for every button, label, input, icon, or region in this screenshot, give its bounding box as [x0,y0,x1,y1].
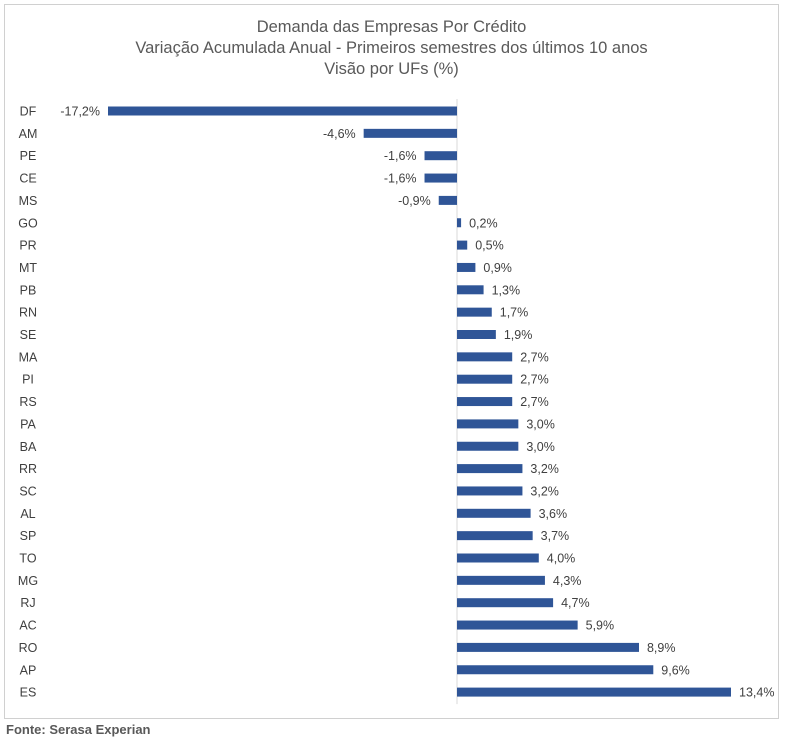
data-label: 8,9% [647,641,676,655]
category-label: PI [22,373,34,387]
bar-ma [457,352,513,362]
data-label: 13,4% [739,686,774,700]
bar-se [457,330,496,339]
bar-ms [438,195,457,205]
data-label: -17,2% [60,105,100,119]
data-label: 0,5% [475,239,504,253]
category-label: DF [20,105,37,119]
data-label: 4,0% [547,552,576,566]
bar-sc [457,486,523,496]
bar-es [457,687,731,697]
category-label: GO [18,216,38,230]
data-label: 2,7% [520,350,549,364]
category-label: AL [20,507,35,521]
chart-title: Demanda das Empresas Por Crédito [256,18,527,36]
source-note: Fonte: Serasa Experian [6,722,151,737]
data-label: -1,6% [384,172,417,186]
data-label: -4,6% [323,127,356,141]
bar-pb [457,285,484,295]
bar-ro [457,642,639,652]
bar-am [363,128,457,138]
data-label: 1,3% [492,283,520,297]
data-label: 3,2% [530,484,559,498]
bar-to [457,553,539,563]
category-label: AM [19,127,38,141]
data-label: -1,6% [384,149,417,163]
data-label: 4,7% [561,596,590,610]
category-label: RO [19,641,38,655]
category-label: TO [19,552,36,566]
data-label: 1,9% [504,328,532,342]
category-label: SP [20,529,37,543]
bar-go [457,218,462,228]
bar-rs [457,397,513,407]
category-label: RJ [20,596,35,610]
data-label: 2,7% [520,373,549,387]
bar-pr [457,240,468,250]
data-label: 0,9% [483,261,512,275]
category-label: RR [19,462,37,476]
bar-mg [457,575,545,585]
bar-ba [457,441,519,451]
data-label: 4,3% [553,574,582,588]
bar-pi [457,374,513,384]
data-label: 3,6% [539,507,568,521]
category-label: MS [19,194,38,208]
category-label: SE [20,328,37,342]
data-label: 3,0% [526,440,555,454]
bar-pa [457,419,519,429]
category-label: PR [19,239,36,253]
data-label: 5,9% [586,619,615,633]
bar-pe [424,151,457,161]
chart-frame [4,4,779,719]
bar-mt [457,262,476,272]
bars-layer: DF -17,2% AM -4,6% PE -1,6% CE -1,6% MS -0,9% GO 0,… [18,99,774,705]
category-label: MG [18,574,38,588]
category-label: BA [20,440,37,454]
data-label: 0,2% [469,216,498,230]
category-label: MT [19,261,37,275]
data-label: 9,6% [661,663,690,677]
data-label: 3,0% [526,417,555,431]
bar-sp [457,531,533,541]
data-label: 2,7% [520,395,549,409]
category-label: MA [19,350,38,364]
category-label: SC [19,484,36,498]
bar-rr [457,464,523,474]
bar-rj [457,598,554,608]
data-label: -0,9% [398,194,431,208]
bar-al [457,508,531,518]
bar-df [108,106,457,116]
chart-subtitle-units: Visão por UFs (%) [324,60,459,78]
data-label: 3,7% [541,529,570,543]
category-label: AC [19,619,36,633]
category-label: RN [19,306,37,320]
category-label: CE [19,172,36,186]
chart-subtitle: Variação Acumulada Anual - Primeiros sem… [135,39,648,57]
data-label: 3,2% [530,462,559,476]
category-label: PB [20,283,37,297]
bar-rn [457,307,492,317]
category-label: AP [20,663,37,677]
bar-ce [424,173,457,183]
category-label: ES [20,686,37,700]
category-label: RS [19,395,36,409]
bar-ap [457,665,654,675]
data-label: 1,7% [500,306,529,320]
bar-ac [457,620,578,630]
category-label: PE [20,149,37,163]
category-label: PA [20,417,36,431]
